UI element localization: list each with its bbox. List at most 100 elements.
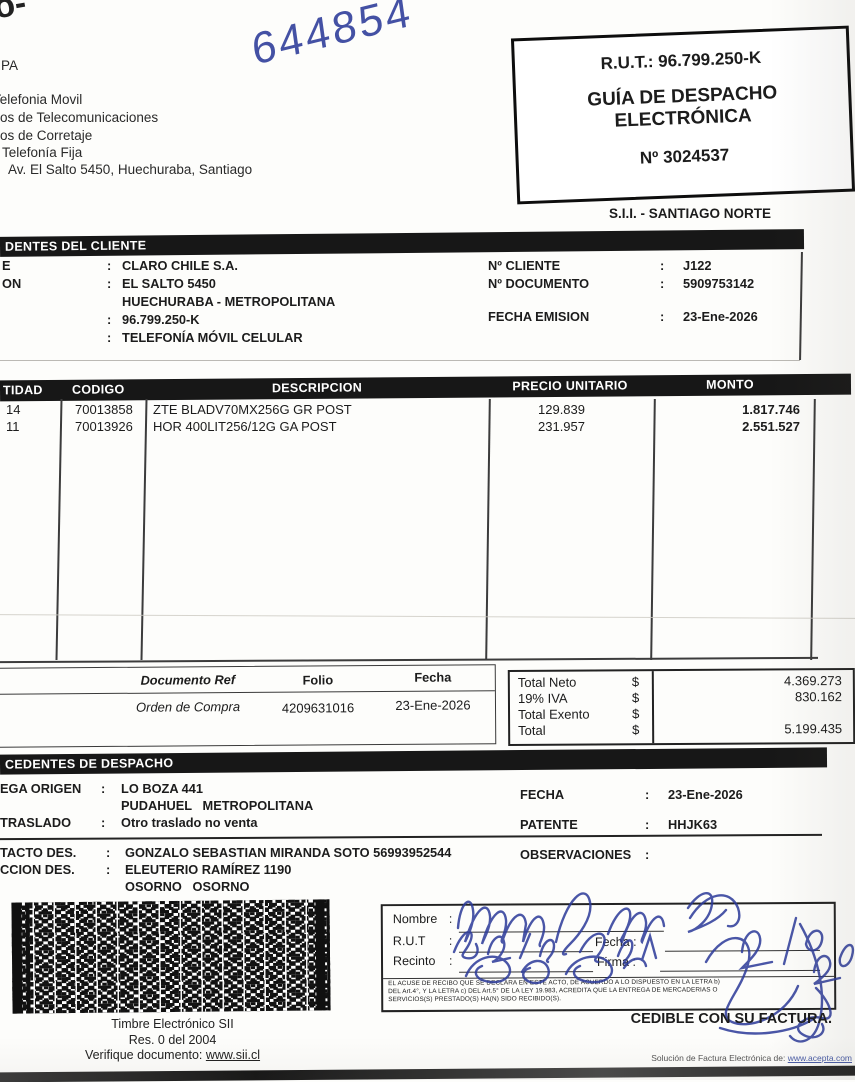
item-cantidad: 14 xyxy=(6,402,21,417)
recinto-label: Recinto xyxy=(392,953,436,969)
reference-box: Documento Ref Folio Fecha Orden de Compr… xyxy=(0,664,497,748)
recinto-colon: : xyxy=(448,953,453,968)
total-currency: $ xyxy=(632,722,640,738)
firma-label: Firma : xyxy=(596,954,636,970)
rut-label: R.U.T xyxy=(392,933,426,949)
contacto-value: GONZALO SEBASTIAN MIRANDA SOTO 569939525… xyxy=(125,845,452,860)
item-cantidad: 11 xyxy=(6,419,20,434)
nombre-line xyxy=(458,930,664,934)
ref-header-doc: Documento Ref xyxy=(140,672,236,688)
client-rut: 96.799.250-K xyxy=(122,312,200,327)
item-precio: 129.839 xyxy=(538,402,585,417)
fecha-firma-label: Fecha : xyxy=(594,934,637,950)
issuer-line-telefonia-fija: Telefonía Fija xyxy=(2,145,83,160)
cedible-note: CEDIBLE CON SU FACTURA. xyxy=(630,1011,832,1027)
ref-header-fecha: Fecha xyxy=(414,669,452,685)
receipt-box: Nombre : R.U.T : Recinto : Fecha : Firma… xyxy=(380,901,837,1013)
item-precio: 231.957 xyxy=(538,419,585,434)
col-header-cantidad: TIDAD xyxy=(2,383,43,398)
fecha-line xyxy=(664,949,820,953)
totals-box: Total Neto $ 4.369.273 19% IVA $ 830.162… xyxy=(507,667,855,747)
firma-line xyxy=(660,969,821,973)
client-colon-4: : xyxy=(107,330,112,345)
item-monto: 1.817.746 xyxy=(742,402,800,417)
handwritten-number: 644854 xyxy=(248,0,416,75)
client-label-fragment-nombre: E xyxy=(2,258,11,273)
items-header-band: TIDAD CODIGO DESCRIPCION PRECIO UNITARIO… xyxy=(0,373,852,402)
total-label: Total xyxy=(518,722,546,738)
sii-office: S.I.I. - SANTIAGO NORTE xyxy=(608,206,771,221)
stamp-caption: Timbre Electrónico SII Res. 0 del 2004 V… xyxy=(40,1017,305,1064)
traslado-label-fragment: TRASLADO xyxy=(0,815,72,830)
dispatch-fecha-value: 23-Ene-2026 xyxy=(668,787,743,802)
provider-footer: Solución de Factura Electrónica de: www.… xyxy=(651,1053,852,1063)
client-colon-1: : xyxy=(107,258,112,273)
client-giro: TELEFONÍA MÓVIL CELULAR xyxy=(122,330,303,345)
nombre-colon: : xyxy=(448,911,453,926)
totals-divider xyxy=(651,671,654,744)
client-section-header: DENTES DEL CLIENTE xyxy=(0,229,805,257)
patente-colon: : xyxy=(645,817,650,832)
client-box-bottom-border xyxy=(0,360,800,361)
observaciones-label: OBSERVACIONES xyxy=(520,847,632,862)
iva-label: 19% IVA xyxy=(517,690,568,706)
client-address-2: HUECHURABA - METROPOLITANA xyxy=(122,294,336,309)
recinto-line xyxy=(459,971,594,974)
table-divider-2 xyxy=(140,399,148,660)
direccion-label-fragment: CCION DES. xyxy=(0,862,75,877)
rut-line xyxy=(458,951,593,954)
issuer-logo-fragment: o- xyxy=(0,0,30,27)
total-neto-value: 4.369.273 xyxy=(783,673,842,689)
stamp-caption-line2: Res. 0 del 2004 xyxy=(128,1032,217,1047)
issuer-line-telecomunicaciones: os de Telecomunicaciones xyxy=(0,110,159,125)
fecha-emision-colon: : xyxy=(660,309,665,324)
n-documento-value: 5909753142 xyxy=(683,276,755,291)
item-descripcion: ZTE BLADV70MX256G GR POST xyxy=(153,402,352,417)
sii-url: www.sii.cl xyxy=(205,1048,261,1062)
fecha-emision-value: 23-Ene-2026 xyxy=(683,309,758,324)
table-divider-4 xyxy=(650,399,656,660)
issuer-line-fragment: PA xyxy=(1,58,19,73)
issuer-line-telefonia-movil: Telefonia Movil xyxy=(0,92,83,107)
ref-header-divider xyxy=(0,690,495,695)
origen-colon: : xyxy=(101,781,106,796)
ref-doc-type: Orden de Compra xyxy=(135,699,241,715)
dispatch-fecha-label: FECHA xyxy=(520,787,565,802)
client-box-right-border xyxy=(799,251,803,361)
acepta-url: www.acepta.com xyxy=(787,1053,852,1063)
iva-value: 830.162 xyxy=(794,689,842,705)
col-header-precio: PRECIO UNITARIO xyxy=(512,378,628,394)
client-address-1: EL SALTO 5450 xyxy=(122,276,216,291)
issuer-address: Av. El Salto 5450, Huechuraba, Santiago xyxy=(8,162,253,177)
patente-value: HHJK63 xyxy=(668,817,718,832)
dispatch-fecha-colon: : xyxy=(645,787,650,802)
item-monto: 2.551.527 xyxy=(742,419,800,434)
item-codigo: 70013926 xyxy=(75,419,133,434)
fecha-emision-label: FECHA EMISION xyxy=(488,309,590,324)
table-divider-1 xyxy=(55,399,63,660)
col-header-codigo: CODIGO xyxy=(71,382,125,397)
ref-folio: 4209631016 xyxy=(281,700,355,716)
client-colon-2: : xyxy=(107,276,112,291)
observaciones-colon: : xyxy=(645,847,650,862)
ref-header-folio: Folio xyxy=(302,672,334,688)
stamp-caption-line1: Timbre Electrónico SII xyxy=(111,1017,234,1031)
n-documento-colon: : xyxy=(660,276,665,291)
n-documento-label: Nº DOCUMENTO xyxy=(488,276,590,291)
exento-label: Total Exento xyxy=(517,706,590,722)
direccion-line1: ELEUTERIO RAMÍREZ 1190 xyxy=(125,862,292,877)
origen-label-fragment: EGA ORIGEN xyxy=(0,781,82,796)
doc-number: Nº 3024537 xyxy=(639,145,730,168)
item-codigo: 70013858 xyxy=(75,402,133,417)
n-cliente-value: J122 xyxy=(683,258,712,273)
total-value: 5.199.435 xyxy=(784,721,843,737)
table-divider-3 xyxy=(485,399,491,660)
client-name: CLARO CHILE S.A. xyxy=(122,258,238,273)
n-cliente-label: Nº CLIENTE xyxy=(488,258,561,273)
rut-value: R.U.T.: 96.799.250-K xyxy=(600,47,762,74)
paper-crease xyxy=(0,614,855,619)
rut-colon: : xyxy=(448,933,453,948)
stamp-caption-line3: Verifique documento: www.sii.cl xyxy=(84,1048,261,1062)
iva-currency: $ xyxy=(631,690,640,706)
